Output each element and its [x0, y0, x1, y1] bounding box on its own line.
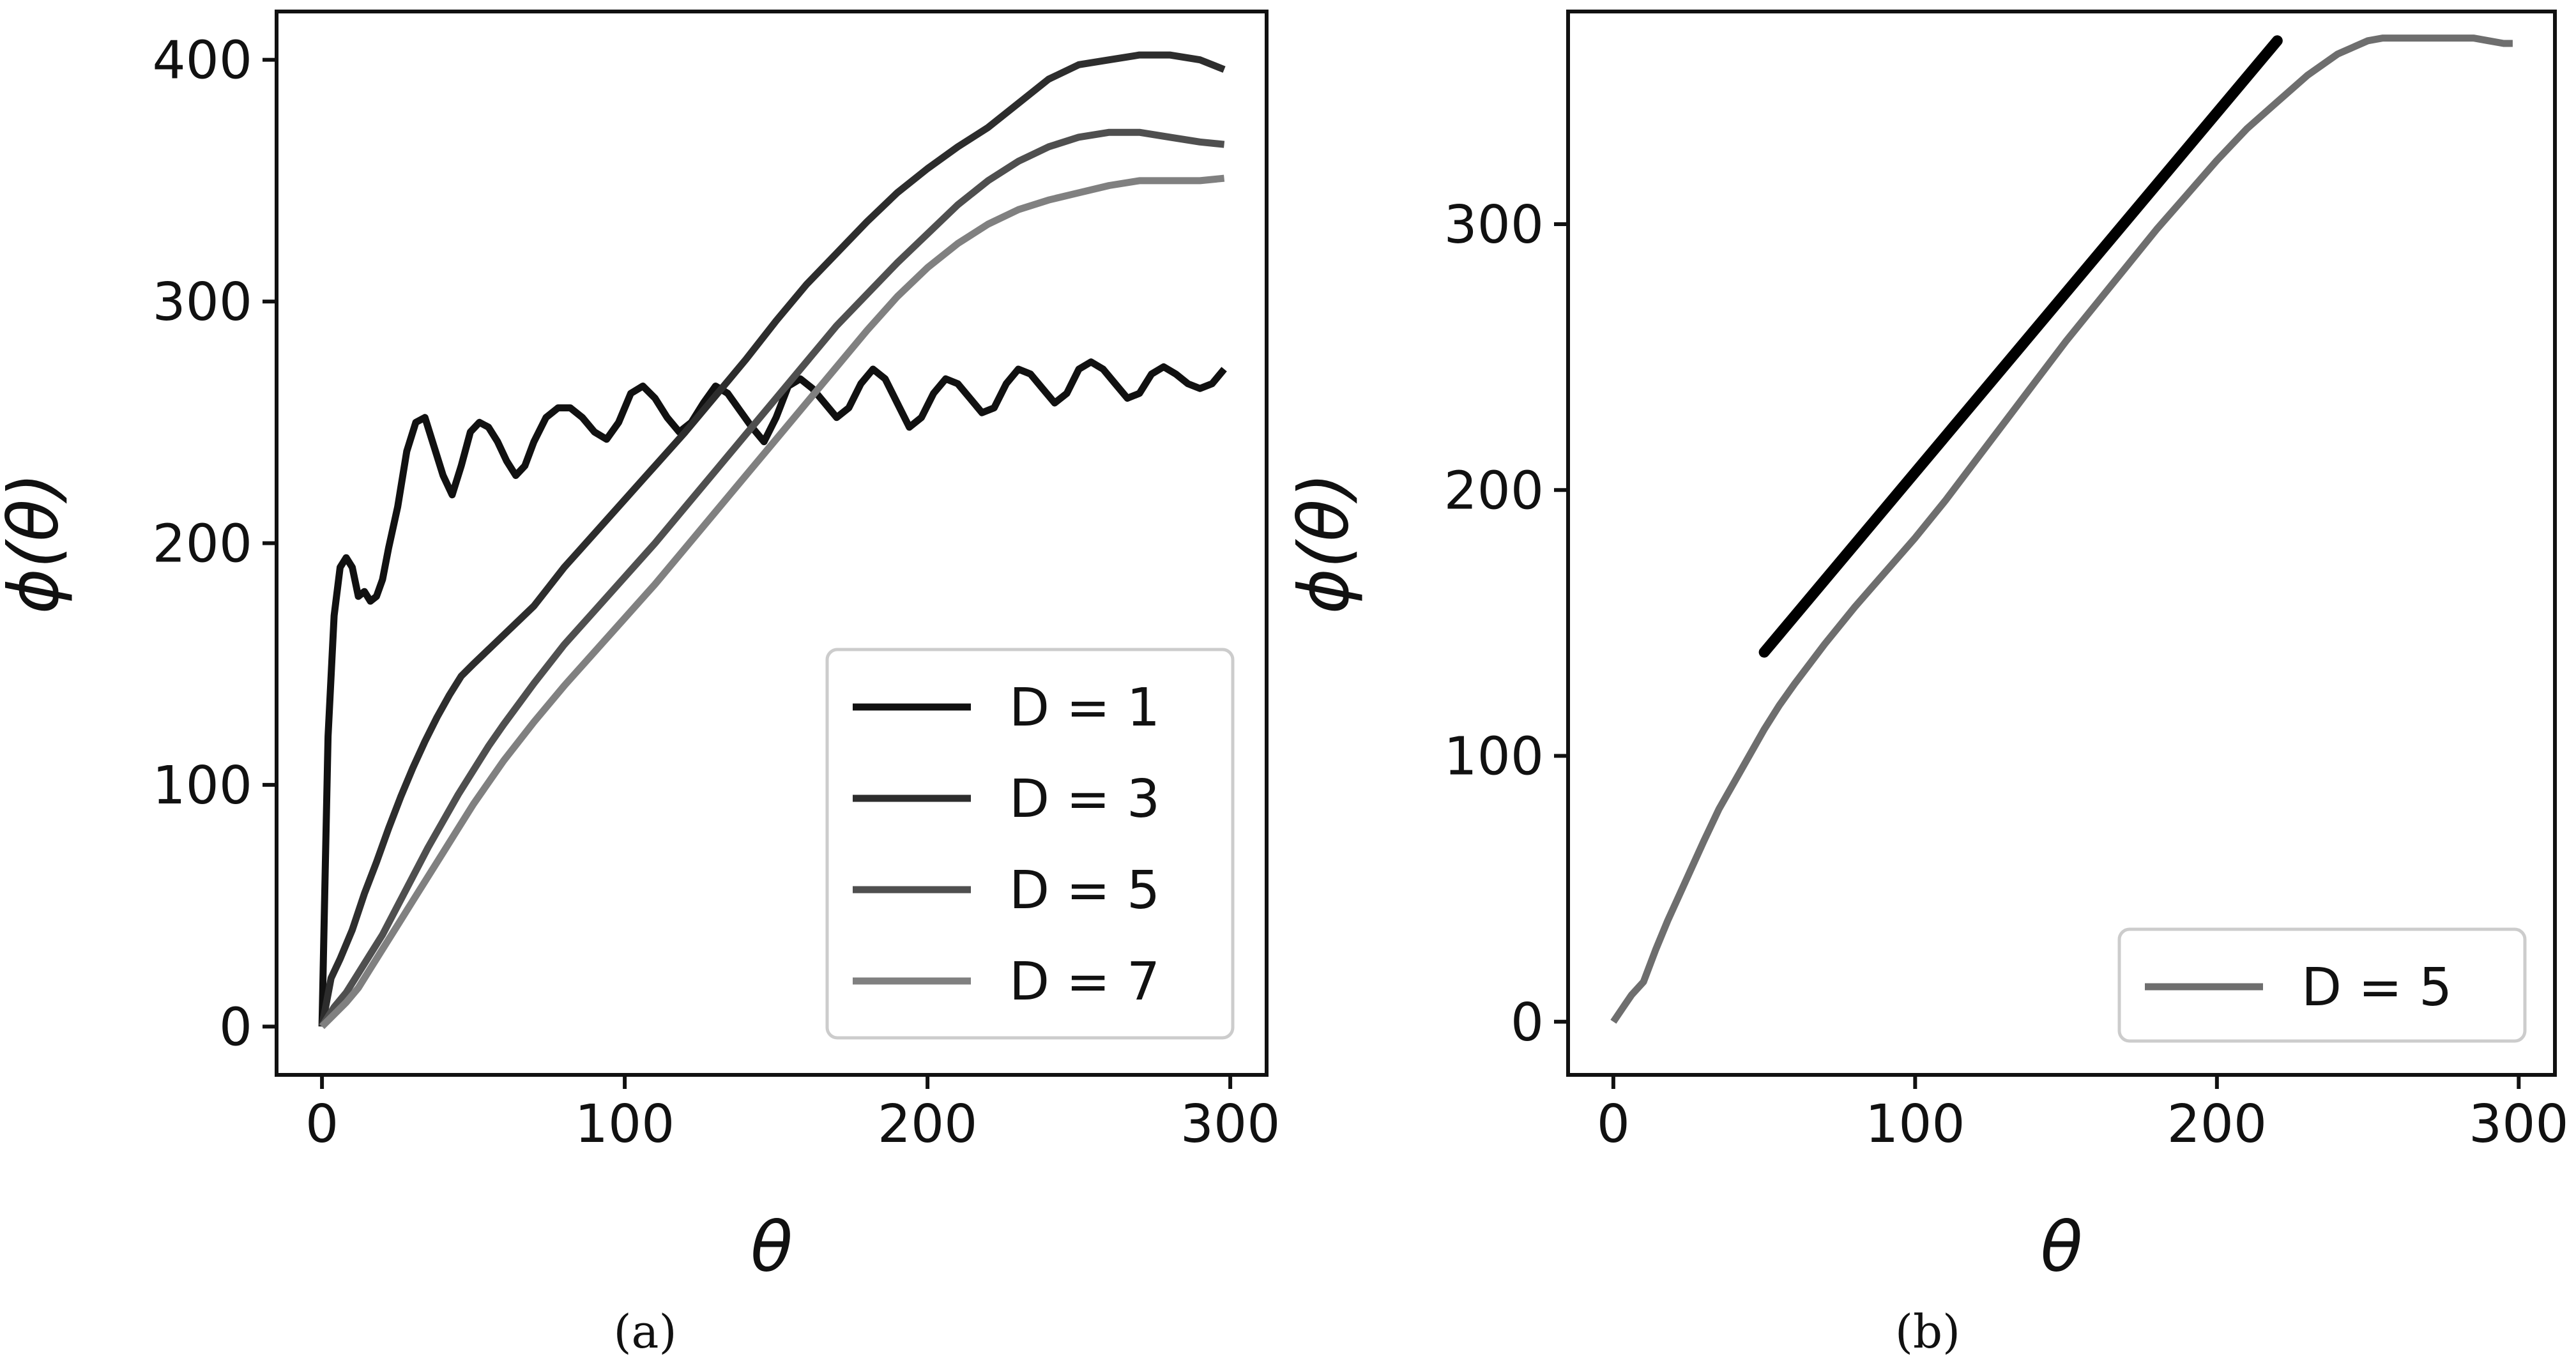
legend-label: D = 5 [2301, 957, 2452, 1018]
series-line-d7 [319, 174, 1225, 1030]
x-axis-label: θ [2040, 1208, 2082, 1288]
legend-label: D = 7 [1009, 952, 1160, 1012]
y-tick-label: 400 [152, 31, 252, 91]
y-tick-label: 100 [152, 756, 252, 816]
x-axis-label: θ [751, 1208, 793, 1288]
legend: D = 1 D = 3 D = 5 D = 7 [825, 648, 1235, 1040]
legend-box [825, 648, 1235, 1040]
legend-box [2117, 927, 2527, 1043]
panel-caption: (b) [1895, 1305, 1960, 1358]
chart-panel-b: 0 100 200 300 0 100 200 300 θ ϕ(θ) D = 5 (b) [1284, 10, 2569, 1358]
x-tick-label: 100 [1865, 1094, 1965, 1155]
x-tick-label: 100 [575, 1094, 675, 1155]
legend-label: D = 3 [1009, 769, 1160, 830]
plot-area [1610, 34, 2513, 1024]
panel-caption: (a) [613, 1305, 676, 1358]
y-tick-label: 0 [1511, 992, 1544, 1053]
x-tick-label: 300 [1180, 1094, 1281, 1155]
legend: D = 5 [2117, 927, 2527, 1043]
series-line-d1 [318, 358, 1227, 1027]
series-line-d5 [1610, 34, 2513, 1024]
y-tick-label: 300 [152, 272, 252, 333]
fit-line [1758, 35, 2283, 658]
x-tick-label: 0 [305, 1094, 339, 1155]
x-tick-label: 0 [1597, 1094, 1630, 1155]
x-tick-label: 200 [2167, 1094, 2267, 1155]
series-line-d3 [318, 51, 1226, 1028]
axes-frame [1566, 10, 2557, 1077]
y-tick-label: 200 [1444, 460, 1544, 521]
legend-label: D = 5 [1009, 860, 1160, 921]
y-tick-label: 300 [1444, 195, 1544, 255]
y-axis-label: ϕ(θ) [1284, 473, 1364, 614]
y-tick-label: 0 [219, 997, 252, 1058]
y-tick-label: 100 [1444, 727, 1544, 787]
y-axis-label: ϕ(θ) [0, 473, 74, 614]
y-tick-label: 200 [152, 514, 252, 575]
plot-area [318, 51, 1227, 1030]
legend-label: D = 1 [1009, 678, 1160, 738]
x-tick-label: 200 [878, 1094, 978, 1155]
series-line-d5 [319, 128, 1225, 1029]
x-tick-label: 300 [2469, 1094, 2569, 1155]
